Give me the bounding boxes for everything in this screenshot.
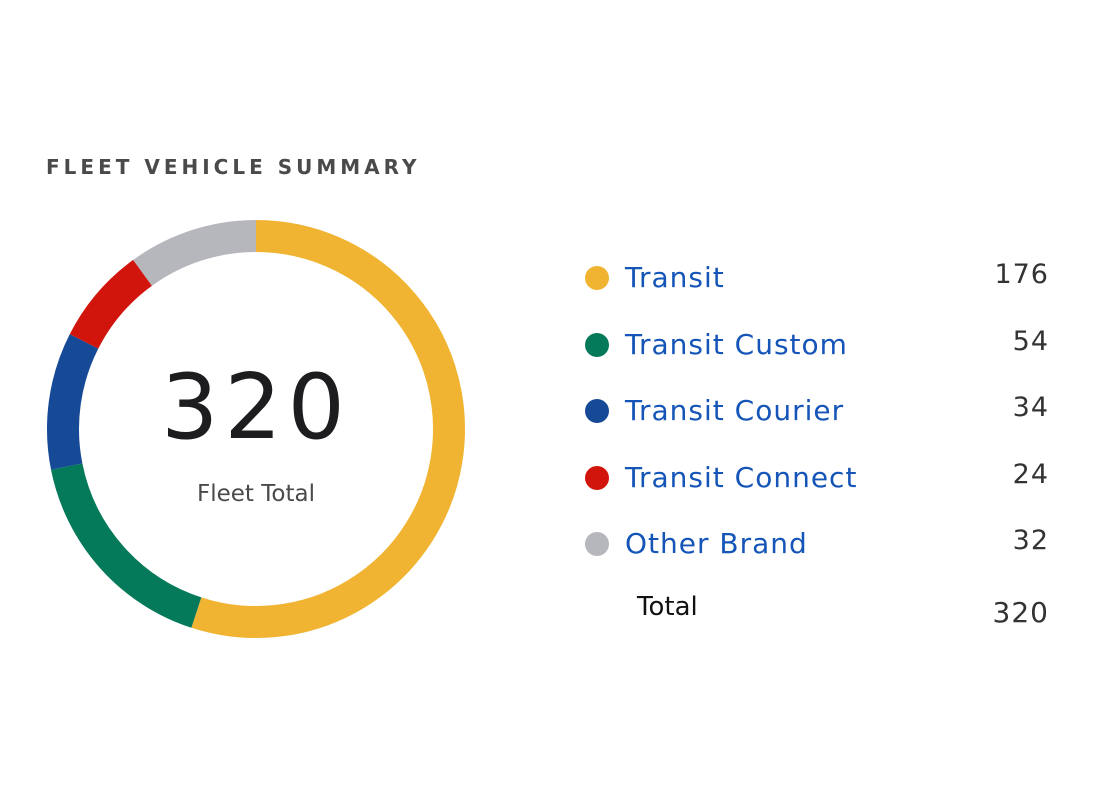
legend-swatch [585,465,609,490]
legend-item-other-brand: Other Brand 32 [583,521,1053,588]
legend-item-transit-custom: Transit Custom 54 [583,322,1053,389]
legend-swatch [585,266,609,290]
legend-swatch [585,532,609,556]
donut-slice-transit [191,220,465,638]
legend-swatch [585,332,609,357]
legend-label: Other Brand [625,527,808,560]
donut-slice-other-brand [133,220,257,286]
legend-label: Transit [625,261,725,294]
legend-value: 34 [1012,392,1049,423]
total-value: 320 [992,596,1049,629]
legend-value: 176 [994,259,1049,290]
legend-item-transit-connect: Transit Connect 24 [583,455,1053,522]
legend-label: Transit Connect [625,460,858,494]
legend-item-transit: Transit 176 [583,255,1053,322]
donut-svg [47,220,465,638]
legend-value: 32 [1012,525,1049,556]
legend-value: 54 [1012,325,1049,357]
donut-slice-transit-connect [69,259,153,349]
legend-item-transit-courier: Transit Courier 34 [583,388,1053,455]
donut-chart: 320 Fleet Total [40,213,472,645]
fleet-total-label: Fleet Total [197,481,315,507]
fleet-total-value: 320 [161,355,351,460]
donut-slice-transit-custom [51,463,202,628]
chart-title: FLEET VEHICLE SUMMARY [46,155,421,179]
chart-legend: Transit 176 Transit Custom 54 Transit Courie… [583,255,1053,588]
legend-swatch [585,399,609,423]
legend-label: Transit Courier [625,394,845,427]
total-label: Total [637,592,698,622]
legend-value: 24 [1012,458,1049,490]
legend-total-row: Total 320 [583,590,1053,630]
donut-slice-transit-courier [47,334,99,470]
legend-label: Transit Custom [625,327,848,361]
